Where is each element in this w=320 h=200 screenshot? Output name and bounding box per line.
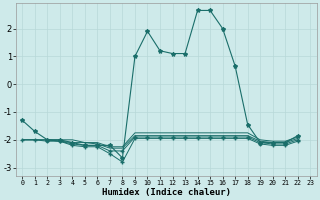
X-axis label: Humidex (Indice chaleur): Humidex (Indice chaleur) bbox=[102, 188, 231, 197]
